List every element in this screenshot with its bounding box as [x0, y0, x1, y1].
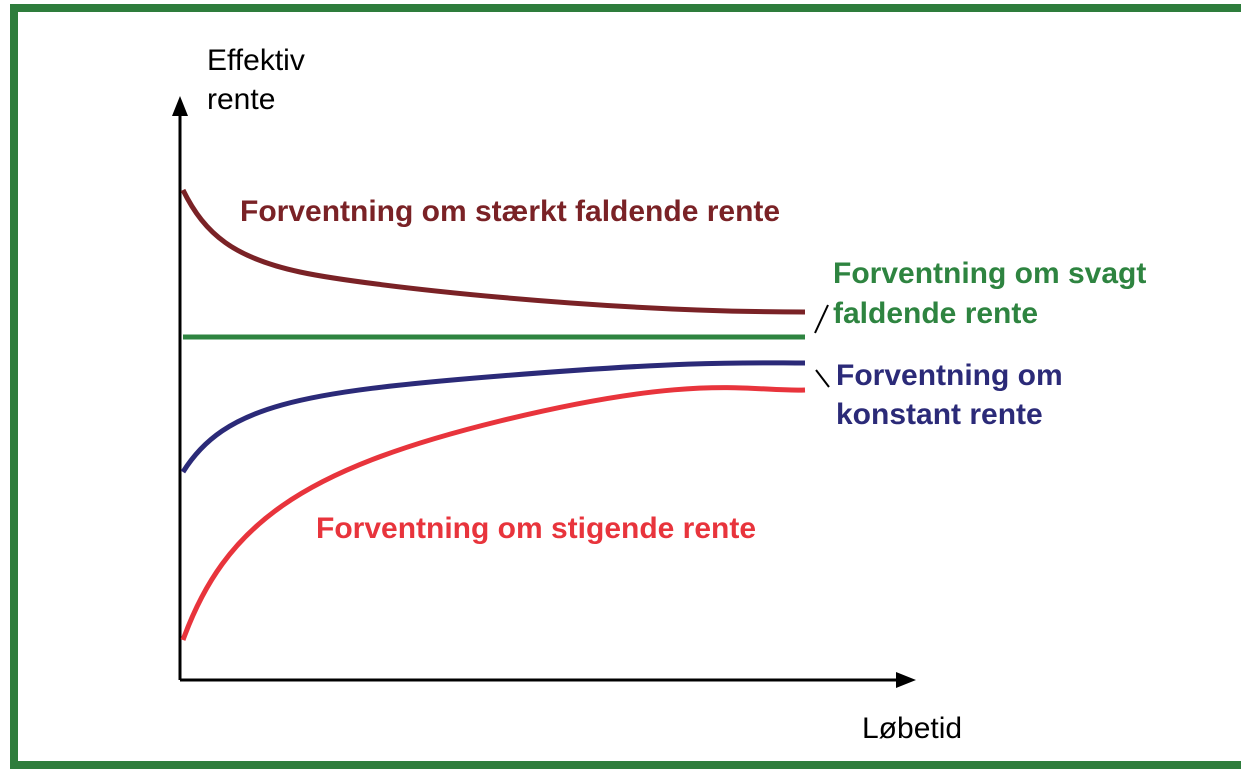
y-axis-label: Effektiv: [207, 44, 305, 77]
curve: [180, 385, 806, 641]
curve: [180, 188, 806, 315]
curve-label: Forventning om svagt: [833, 257, 1146, 290]
curve-label: Forventning om stigende rente: [316, 512, 756, 545]
curve-label: faldende rente: [833, 297, 1038, 330]
y-axis-label: rente: [207, 83, 275, 116]
curve-label: Forventning om stærkt faldende rente: [240, 195, 780, 228]
pointer: [815, 369, 830, 388]
pointer: [814, 304, 829, 334]
curve-label: Forventning om: [836, 359, 1063, 392]
x-arrow: [896, 672, 916, 688]
curve-label: konstant rente: [836, 398, 1043, 431]
x-axis-label: Løbetid: [862, 712, 962, 745]
y-arrow: [172, 96, 188, 116]
curve: [180, 360, 806, 474]
frame: [10, 4, 1241, 769]
